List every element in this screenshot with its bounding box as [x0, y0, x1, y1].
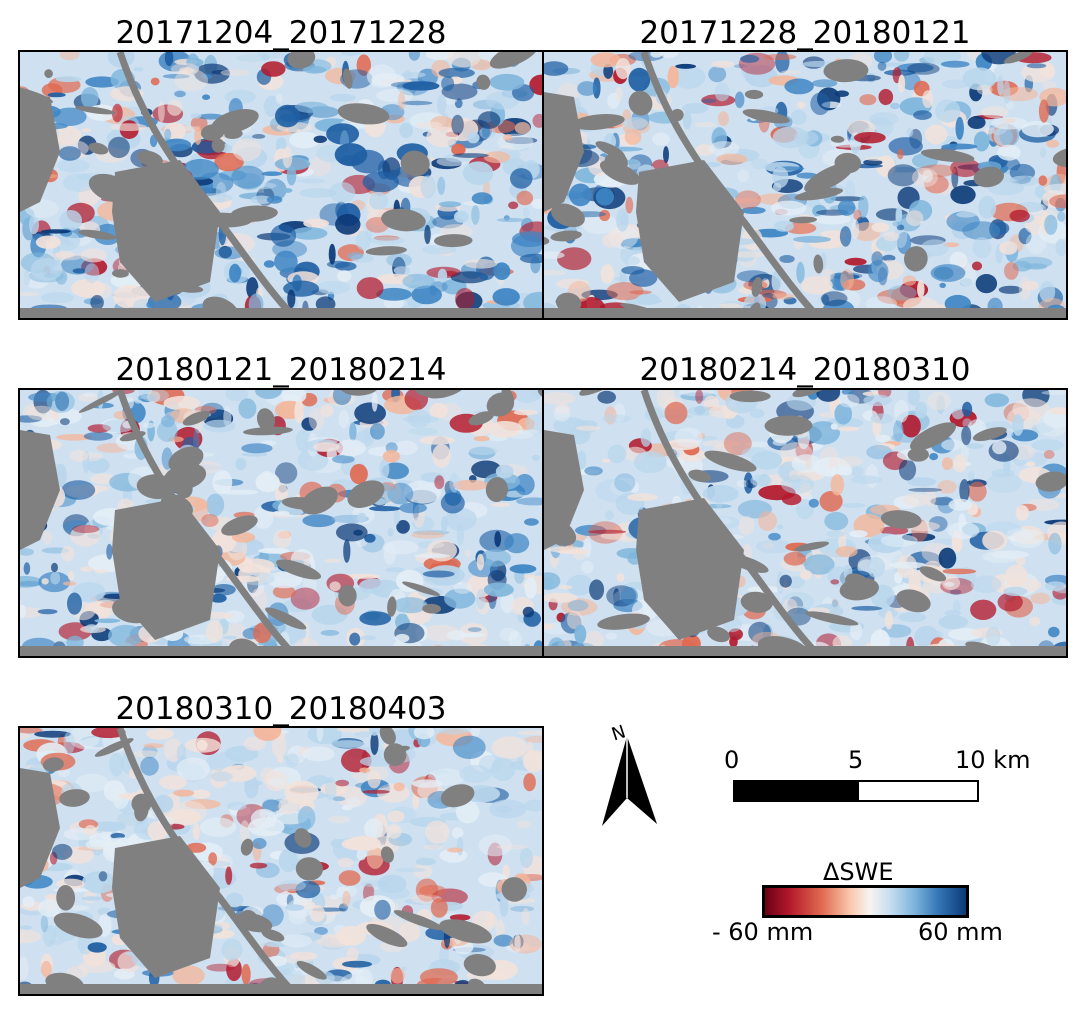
scale-bar [733, 780, 979, 802]
scale-tick-5: 5 [848, 746, 864, 774]
north-arrow-icon [602, 736, 657, 826]
scale-bar-fill [735, 782, 859, 800]
swe-map-raster [544, 390, 1066, 656]
panel-title-3: 20180121_20180214 [115, 352, 447, 388]
map-panel-5 [18, 726, 544, 996]
map-panel-4 [542, 388, 1068, 658]
scale-tick-0: 0 [724, 746, 740, 774]
swe-map-raster [20, 390, 542, 656]
map-panel-1 [18, 50, 544, 320]
legend-title: ΔSWE [823, 858, 894, 886]
legend-color-ramp [762, 885, 969, 918]
scale-tick-10: 10 km [955, 746, 1031, 774]
map-panel-2 [542, 50, 1068, 320]
panel-title-2: 20171228_20180121 [639, 15, 971, 51]
swe-map-raster [20, 728, 542, 994]
panel-title-1: 20171204_20171228 [115, 15, 447, 51]
panel-title-5: 20180310_20180403 [115, 691, 447, 727]
map-panel-3 [18, 388, 544, 658]
swe-map-raster [544, 52, 1066, 318]
legend-max-label: 60 mm [918, 918, 1003, 946]
panel-title-4: 20180214_20180310 [639, 352, 971, 388]
swe-map-raster [20, 52, 542, 318]
legend-min-label: - 60 mm [712, 918, 814, 946]
